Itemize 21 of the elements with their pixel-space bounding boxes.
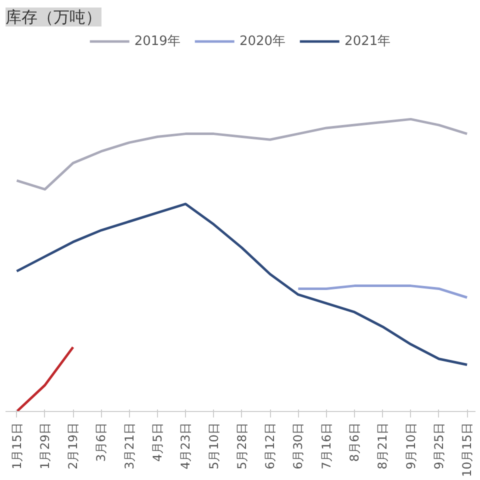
x-tick-label: 4月5日	[150, 422, 164, 462]
x-tick-label: 10月15日	[460, 422, 474, 478]
x-tick-label: 5月10日	[206, 422, 221, 470]
x-tick-label: 6月12日	[263, 422, 278, 470]
x-tick-label: 8月6日	[347, 422, 362, 462]
x-tick-label: 7月16日	[319, 422, 334, 470]
x-tick-label: 3月21日	[122, 422, 136, 470]
x-tick-label: 8月21日	[376, 422, 390, 470]
legend-label: 2020年	[239, 33, 286, 50]
legend-label: 2021年	[344, 33, 391, 50]
x-tick-label: 1月29日	[38, 422, 52, 470]
x-tick-label: 5月28日	[234, 422, 249, 470]
x-tick-label: 4月23日	[178, 422, 193, 470]
x-tick-label: 3月6日	[94, 422, 108, 462]
x-tick-label: 9月25日	[432, 422, 446, 470]
chart-title: 库存（万吨）	[6, 8, 102, 26]
x-tick-label: 9月10日	[404, 422, 418, 470]
x-tick-label: 6月30日	[291, 422, 306, 470]
x-tick-label: 2月19日	[66, 422, 80, 470]
x-tick-label: 1月15日	[10, 422, 24, 470]
legend-label: 2019年	[134, 33, 180, 50]
